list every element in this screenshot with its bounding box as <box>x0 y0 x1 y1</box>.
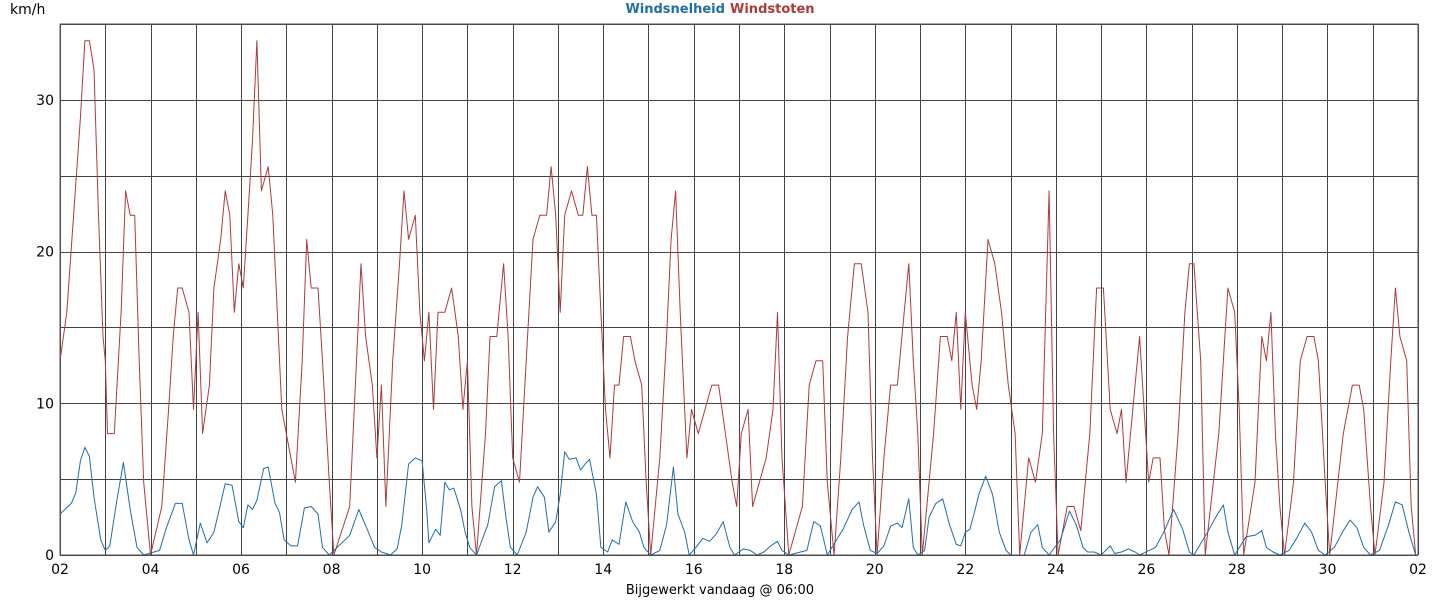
x-tick-label: 28 <box>1228 562 1246 578</box>
footer-updated: Bijgewerkt vandaag @ 06:00 <box>626 583 814 598</box>
x-tick-label: 14 <box>594 562 612 578</box>
x-tick-label: 26 <box>1137 562 1155 578</box>
y-tick-label: 10 <box>36 396 54 412</box>
x-tick-label: 12 <box>504 562 522 578</box>
x-tick-label: 16 <box>685 562 703 578</box>
x-tick-label: 10 <box>413 562 431 578</box>
x-tick-label: 02 <box>51 562 69 578</box>
y-unit-label: km/h <box>10 2 45 18</box>
y-tick-label: 30 <box>36 93 54 109</box>
series-line-windsnelheid <box>59 446 1417 556</box>
x-tick-label: 22 <box>956 562 974 578</box>
series-layer <box>59 40 1417 556</box>
x-tick-label: 18 <box>775 562 793 578</box>
plot-frame <box>59 23 1419 556</box>
x-tick-label: 04 <box>142 562 160 578</box>
x-tick-label: 20 <box>866 562 884 578</box>
series-line-windstoten <box>59 40 1417 556</box>
legend-windstoten: Windstoten <box>730 2 815 17</box>
x-tick-label: 24 <box>1047 562 1065 578</box>
x-tick-label: 08 <box>323 562 341 578</box>
x-axis-tick-labels: 02 04 06 08 10 12 14 16 18 20 22 24 26 28 30 02 <box>51 562 1427 578</box>
x-tick-label: 30 <box>1319 562 1337 578</box>
x-tick-label: 06 <box>232 562 250 578</box>
y-axis-tick-labels: 0 10 20 30 <box>36 93 54 564</box>
grid <box>60 24 1419 556</box>
y-tick-label: 20 <box>36 245 54 261</box>
legend: Windsnelheid Windstoten <box>625 0 814 17</box>
y-tick-label: 0 <box>45 548 54 564</box>
legend-windsnelheid: Windsnelheid <box>625 2 724 17</box>
x-tick-label: 02 <box>1409 562 1427 578</box>
